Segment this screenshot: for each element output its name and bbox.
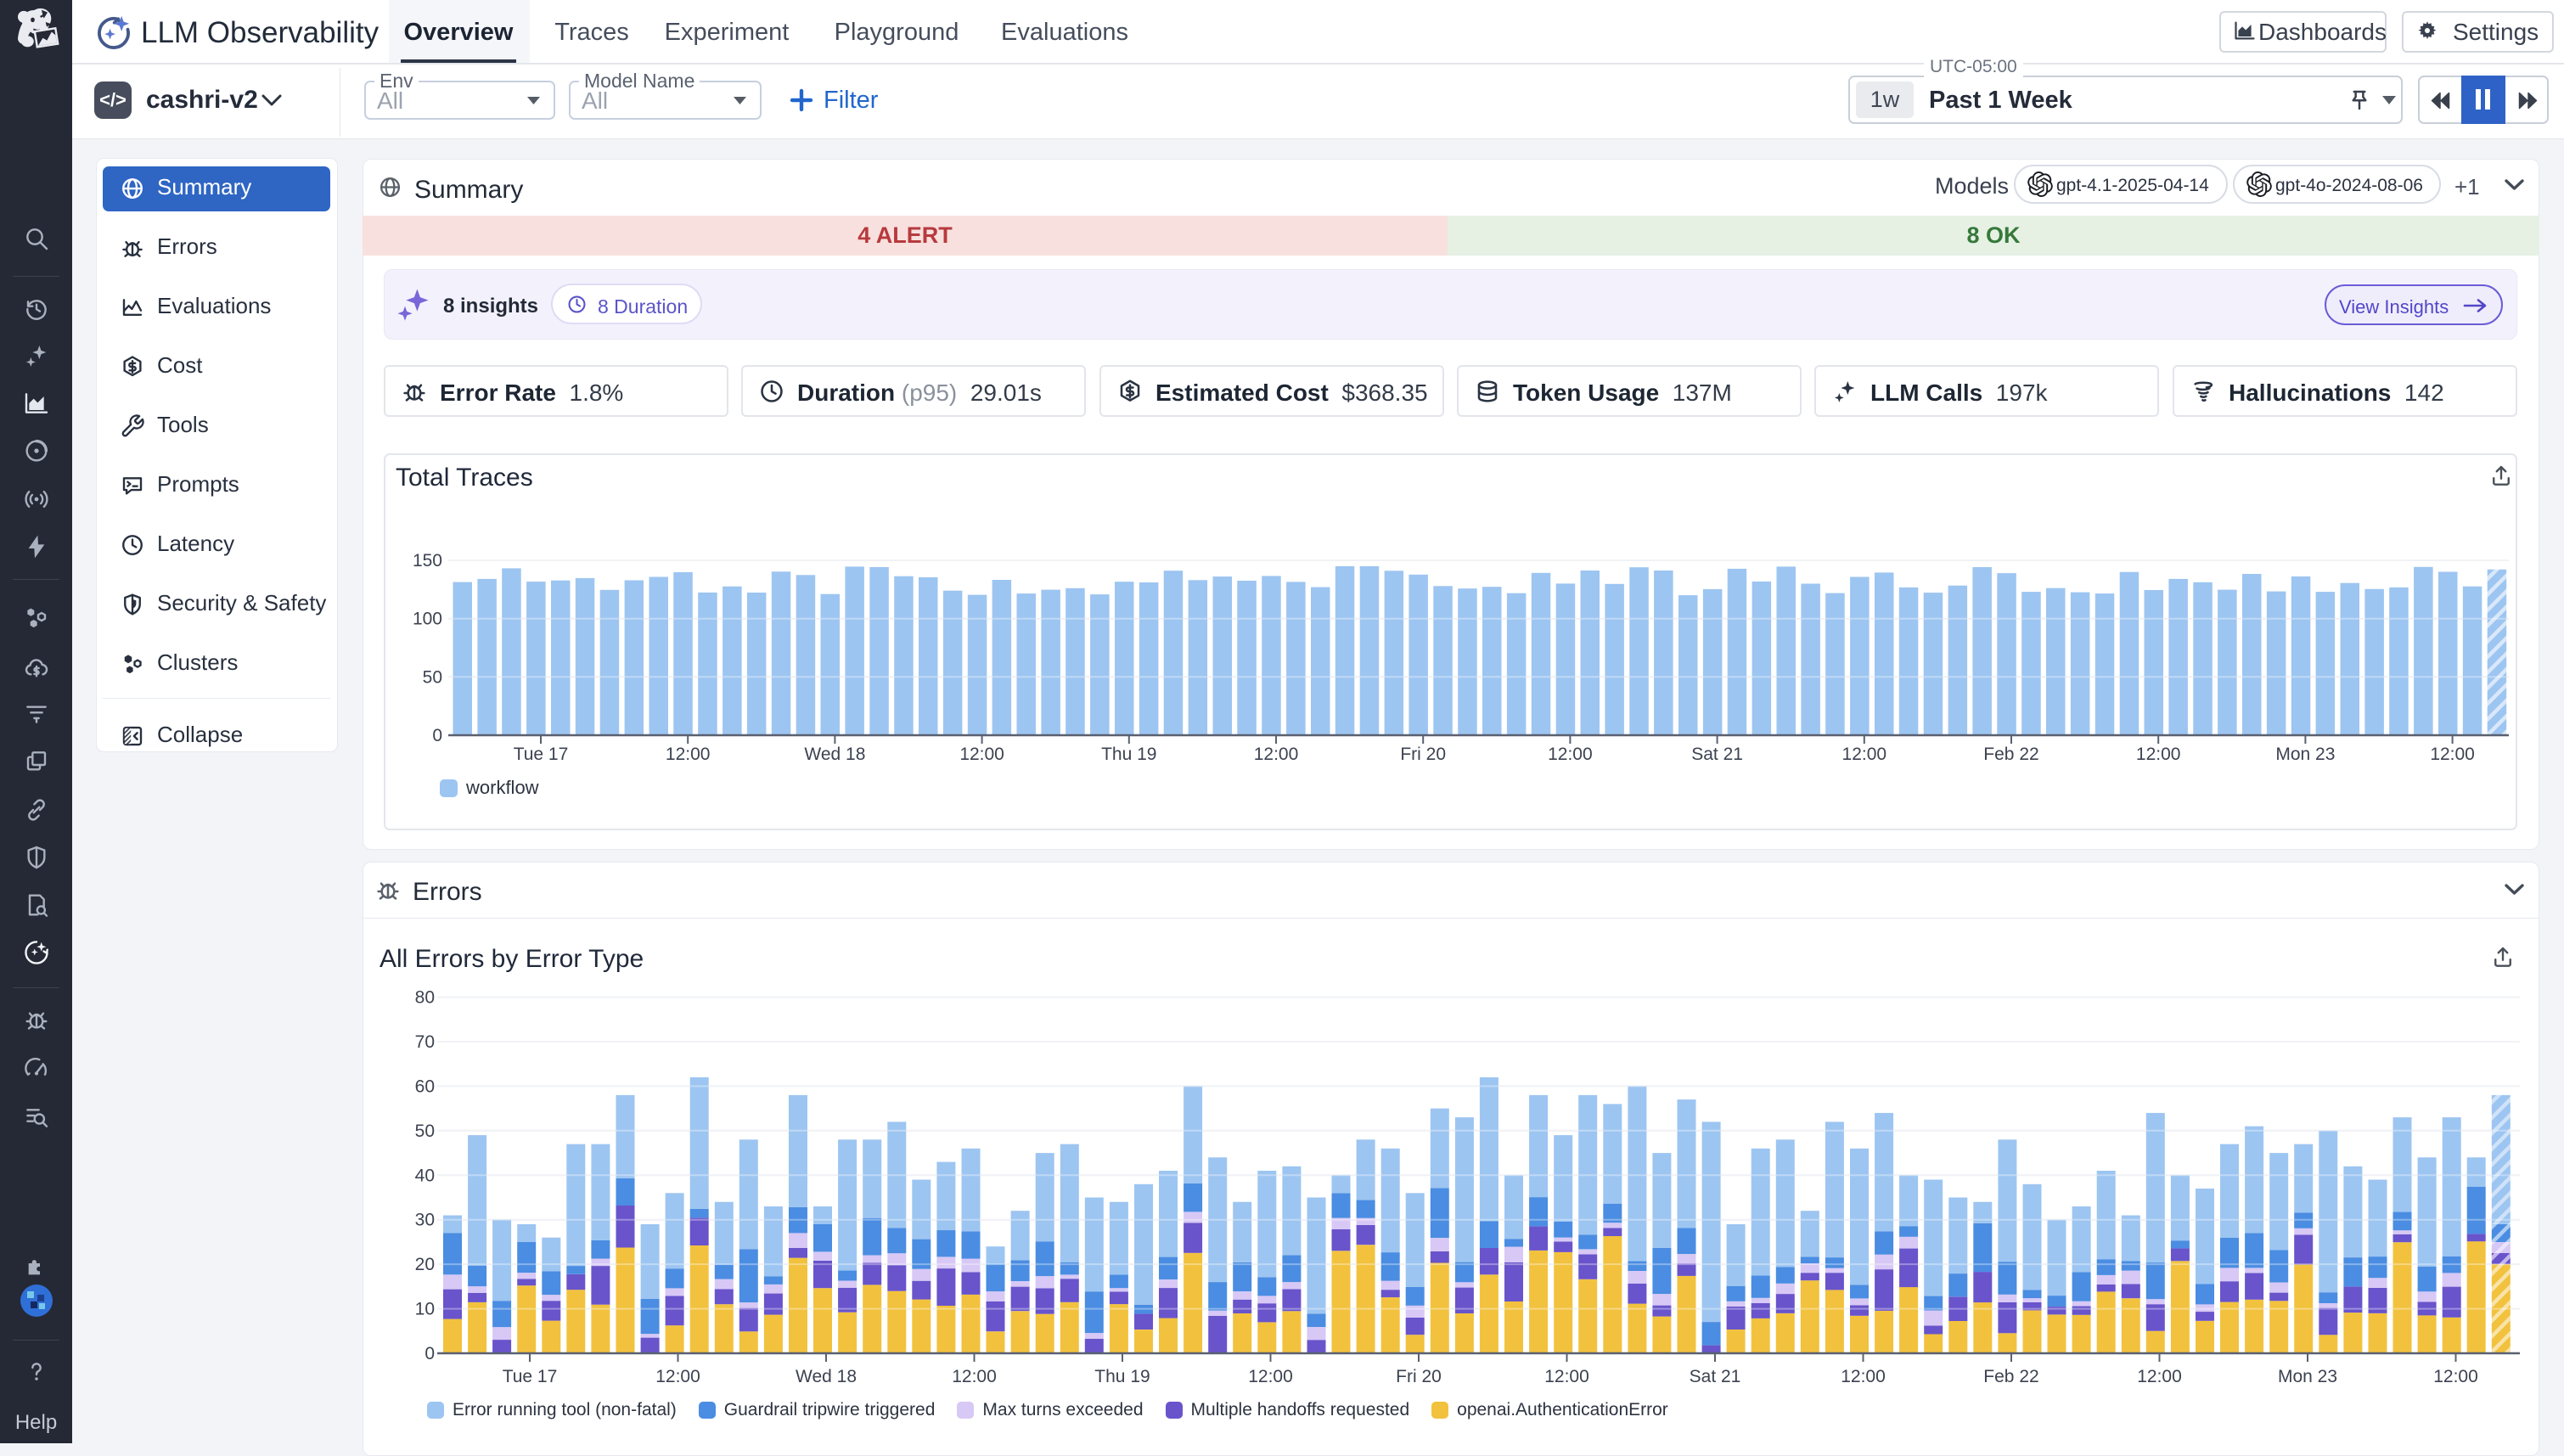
svg-text:workflow: workflow (465, 777, 539, 798)
svg-text:Sat 21: Sat 21 (1691, 745, 1743, 764)
svg-text:50: 50 (423, 667, 442, 687)
svg-text:Fri 20: Fri 20 (1400, 745, 1446, 764)
svg-text:Sat 21: Sat 21 (1690, 1367, 1741, 1386)
svg-text:100: 100 (413, 610, 442, 629)
svg-text:80: 80 (415, 988, 435, 1008)
svg-text:Wed 18: Wed 18 (796, 1367, 857, 1386)
svg-text:70: 70 (415, 1032, 435, 1052)
svg-text:150: 150 (413, 551, 442, 571)
svg-text:12:00: 12:00 (2433, 1367, 2478, 1386)
svg-text:12:00: 12:00 (1544, 1367, 1589, 1386)
svg-text:12:00: 12:00 (666, 745, 711, 764)
svg-text:20: 20 (415, 1255, 435, 1274)
svg-text:Tue 17: Tue 17 (503, 1367, 558, 1386)
svg-text:0: 0 (432, 726, 442, 745)
svg-text:12:00: 12:00 (1254, 745, 1299, 764)
svg-text:Mon 23: Mon 23 (2275, 745, 2335, 764)
svg-text:10: 10 (415, 1300, 435, 1319)
svg-text:12:00: 12:00 (952, 1367, 997, 1386)
svg-text:Tue 17: Tue 17 (514, 745, 569, 764)
svg-text:60: 60 (415, 1077, 435, 1096)
svg-text:Mon 23: Mon 23 (2278, 1367, 2337, 1386)
svg-text:0: 0 (425, 1344, 435, 1363)
svg-text:12:00: 12:00 (959, 745, 1004, 764)
svg-text:12:00: 12:00 (1841, 1367, 1886, 1386)
svg-text:30: 30 (415, 1211, 435, 1230)
svg-text:Wed 18: Wed 18 (804, 745, 865, 764)
svg-text:12:00: 12:00 (2430, 745, 2475, 764)
svg-text:12:00: 12:00 (1548, 745, 1593, 764)
svg-text:Feb 22: Feb 22 (1983, 1367, 2038, 1386)
svg-text:50: 50 (415, 1122, 435, 1141)
svg-text:12:00: 12:00 (2137, 1367, 2182, 1386)
svg-text:Thu 19: Thu 19 (1101, 745, 1156, 764)
svg-text:12:00: 12:00 (655, 1367, 700, 1386)
svg-text:Thu 19: Thu 19 (1094, 1367, 1150, 1386)
svg-text:40: 40 (415, 1166, 435, 1185)
svg-text:12:00: 12:00 (1842, 745, 1887, 764)
svg-text:12:00: 12:00 (2136, 745, 2181, 764)
svg-text:12:00: 12:00 (1248, 1367, 1293, 1386)
svg-text:Fri 20: Fri 20 (1396, 1367, 1442, 1386)
svg-text:Feb 22: Feb 22 (1983, 745, 2038, 764)
